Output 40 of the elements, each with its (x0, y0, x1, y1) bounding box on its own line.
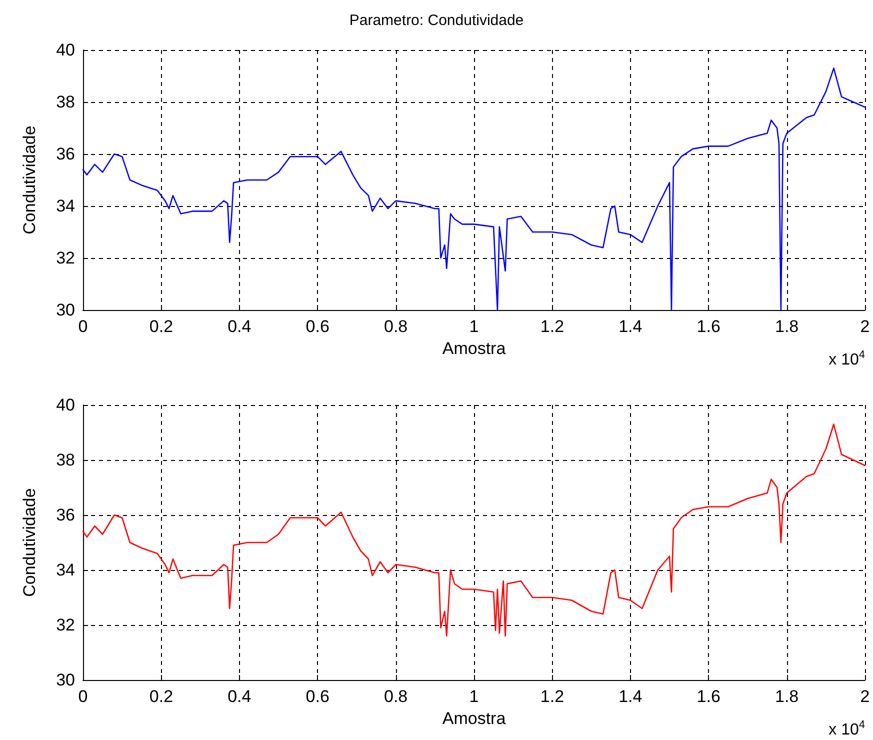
y-tick-label: 40 (56, 40, 75, 60)
y-tick-label: 34 (56, 196, 75, 216)
x-tick-label: 1.2 (540, 687, 564, 706)
x-tick-label: 0.6 (306, 317, 330, 336)
x-tick-label: 0 (78, 317, 88, 336)
x-tick-label: 0.2 (149, 687, 174, 706)
x-tick-label: 0 (78, 687, 88, 706)
chart-title: Parametro: Condutividade (349, 12, 524, 29)
x-tick-label: 1.8 (774, 317, 799, 336)
y-tick-label: 38 (56, 450, 75, 470)
y-axis-title: Condutividade (20, 126, 39, 234)
x-axis-title: Amostra (442, 708, 506, 728)
x-tick-label: 1.6 (696, 317, 720, 336)
x-axis-title: Amostra (442, 338, 506, 358)
y-tick-label: 38 (56, 92, 75, 112)
x-tick-label: 1.4 (618, 317, 642, 336)
y-axis-title: Condutividade (20, 488, 39, 597)
x-tick-label: 1.4 (618, 687, 642, 706)
x-tick-label: 1.8 (774, 687, 799, 706)
x-tick-label: 0.8 (384, 317, 408, 336)
x-tick-label: 0.4 (228, 687, 252, 706)
x-tick-label: 0.8 (384, 687, 408, 706)
y-tick-label: 34 (56, 560, 75, 580)
y-tick-label: 40 (56, 396, 75, 414)
x-tick-label: 2 (860, 687, 870, 706)
x-tick-label: 1 (469, 687, 479, 706)
y-tick-label: 32 (56, 616, 75, 634)
y-tick-label: 36 (56, 506, 75, 524)
x-tick-label: 2 (860, 317, 870, 336)
y-tick-label: 30 (56, 670, 75, 690)
x-tick-label: 0.4 (228, 317, 252, 336)
x-tick-label: 0.6 (306, 687, 330, 706)
y-tick-label: 36 (56, 144, 75, 164)
y-tick-label: 30 (56, 300, 75, 320)
x-tick-label: 1.6 (696, 687, 720, 706)
x-tick-label: 1 (469, 317, 479, 336)
line-series (82, 424, 866, 637)
x-tick-label: 1.2 (540, 317, 564, 336)
y-tick-label: 32 (56, 248, 75, 268)
x-tick-label: 0.2 (149, 317, 174, 336)
